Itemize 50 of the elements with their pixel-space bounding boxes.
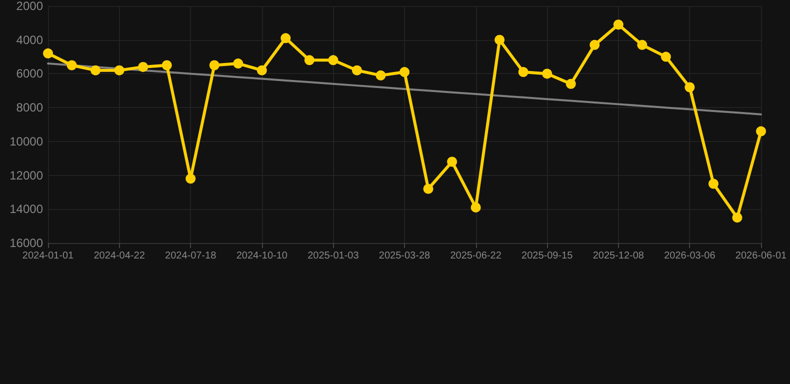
x-tick-label: 2025-03-28 <box>378 250 431 262</box>
point <box>684 82 695 92</box>
y-tick-label: 16000 <box>10 236 44 250</box>
point <box>660 52 671 62</box>
point <box>304 55 314 66</box>
x-tick-label: 2026-03-06 <box>664 250 716 262</box>
y-tick-label: 14000 <box>10 202 44 216</box>
point <box>66 60 77 70</box>
y-tick-label: 12000 <box>10 168 44 182</box>
y-tick-label: 2000 <box>16 0 44 13</box>
point <box>566 78 576 89</box>
point <box>256 65 267 76</box>
point <box>708 178 718 189</box>
x-tick-label: 2025-01-03 <box>308 250 360 262</box>
point <box>352 65 362 76</box>
point <box>162 60 172 70</box>
point <box>637 40 648 50</box>
point <box>447 156 458 167</box>
point <box>90 65 101 76</box>
point <box>590 40 600 50</box>
point <box>400 67 410 78</box>
point <box>542 68 552 79</box>
point <box>233 58 244 69</box>
point <box>613 20 624 30</box>
point <box>756 126 766 136</box>
x-tick-label: 2024-01-01 <box>22 250 74 262</box>
point <box>186 174 196 184</box>
y-tick-label: 10000 <box>10 134 44 148</box>
y-tick-label: 8000 <box>16 100 44 115</box>
point <box>494 34 505 45</box>
point <box>376 70 386 80</box>
x-tick-label: 2024-10-10 <box>236 250 288 262</box>
point <box>423 184 434 194</box>
point <box>470 202 481 212</box>
y-tick-label: 4000 <box>16 32 44 47</box>
point <box>209 60 220 70</box>
x-tick-label: 2025-06-22 <box>450 250 502 262</box>
point <box>138 62 148 72</box>
x-tick-label: 2024-04-22 <box>94 250 146 262</box>
x-tick-label: 2026-06-01 <box>735 250 788 262</box>
point <box>518 67 528 78</box>
x-tick-label: 2025-12-08 <box>592 250 644 262</box>
point <box>43 48 53 58</box>
x-tick-label: 2024-07-18 <box>165 250 217 262</box>
x-tick-label: 2025-09-15 <box>522 250 574 262</box>
y-tick-label: 6000 <box>16 66 44 81</box>
point <box>328 55 338 66</box>
point <box>280 33 291 44</box>
point <box>732 212 742 223</box>
point <box>114 65 124 76</box>
